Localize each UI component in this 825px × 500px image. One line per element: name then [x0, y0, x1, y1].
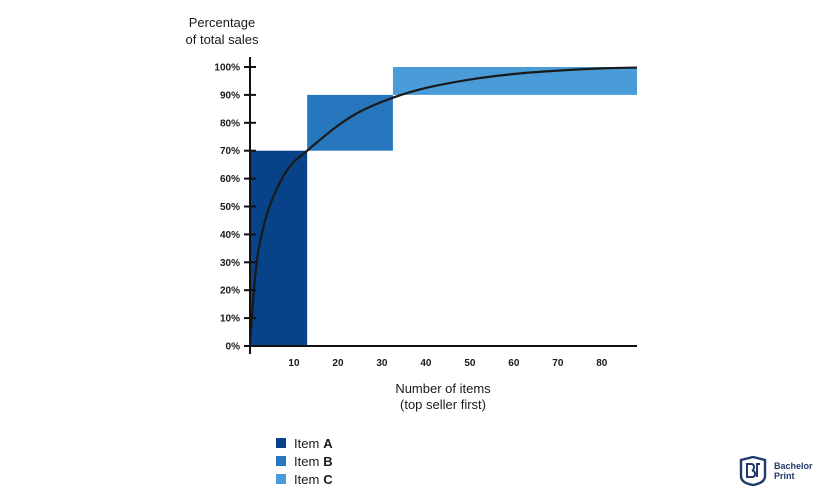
- x-tick-label: 80: [596, 358, 608, 369]
- legend-letter-a: A: [323, 435, 333, 451]
- legend-item-c: Item C: [276, 470, 333, 488]
- x-axis-label-line2: (top seller first): [400, 397, 486, 412]
- legend-item-a: Item A: [276, 434, 333, 452]
- legend-swatch-a: [276, 438, 286, 448]
- x-tick-label: 60: [508, 358, 520, 369]
- y-tick-label: 70%: [220, 146, 240, 157]
- y-tick-label: 0%: [226, 342, 241, 353]
- y-axis-label-line2: of total sales: [185, 32, 259, 47]
- legend-label-a: Item: [294, 435, 320, 451]
- y-tick-label: 90%: [220, 90, 240, 101]
- x-tick-label: 70: [552, 358, 564, 369]
- cumulative-curve: [248, 66, 638, 347]
- logo-wordmark: Bachelor Print: [774, 461, 813, 481]
- y-tick-label: 40%: [220, 230, 240, 241]
- y-axis-label-line1: Percentage: [188, 15, 256, 30]
- x-tick-label: 50: [464, 358, 476, 369]
- x-axis-label: Number of items (top seller first): [368, 381, 518, 413]
- legend-swatch-b: [276, 456, 286, 466]
- legend-swatch-c: [276, 474, 286, 484]
- y-axis-label: Percentage of total sales: [170, 14, 274, 48]
- y-tick-label: 30%: [220, 258, 240, 269]
- x-tick-label: 40: [420, 358, 432, 369]
- x-axis-label-line1: Number of items: [395, 381, 491, 396]
- legend-letter-c: C: [323, 471, 333, 487]
- y-tick-label: 80%: [220, 118, 240, 129]
- legend-letter-b: B: [323, 453, 333, 469]
- logo-line1: Bachelor: [774, 461, 813, 471]
- book-logo-icon: [739, 456, 767, 486]
- legend-label-c: Item: [294, 471, 320, 487]
- y-tick-label: 60%: [220, 174, 240, 185]
- x-tick-label: 10: [288, 358, 300, 369]
- legend-label-b: Item: [294, 453, 320, 469]
- y-tick-label: 50%: [220, 202, 240, 213]
- x-tick-label: 30: [376, 358, 388, 369]
- bar-c: [392, 67, 637, 95]
- x-tick-label: 20: [332, 358, 344, 369]
- y-tick-label: 100%: [214, 63, 240, 74]
- legend-item-b: Item B: [276, 452, 333, 470]
- y-tick-label: 20%: [220, 286, 240, 297]
- logo-line2: Print: [774, 471, 795, 481]
- bachelorprint-logo: Bachelor Print: [738, 456, 813, 486]
- legend: Item A Item B Item C: [276, 434, 333, 488]
- y-tick-label: 10%: [220, 314, 240, 325]
